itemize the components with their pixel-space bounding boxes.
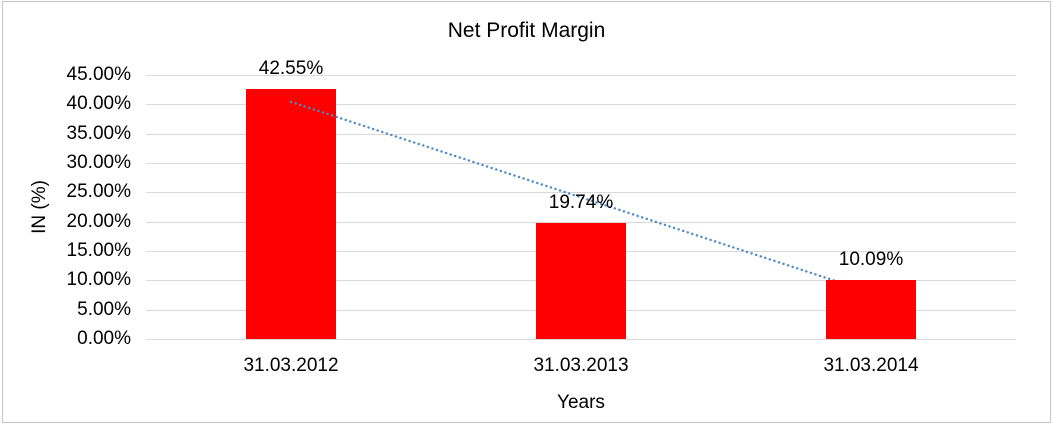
- y-tick-label: 45.00%: [66, 64, 131, 85]
- y-tick-label: 25.00%: [66, 181, 131, 203]
- gridline: [146, 75, 1016, 76]
- gridline: [146, 221, 1016, 223]
- gridline: [146, 339, 1016, 340]
- gridline: [146, 104, 1016, 106]
- plot-area: 42.55% 19.74% 10.09%: [146, 58, 1016, 340]
- y-axis: 45.00% 40.00% 35.00% 30.00% 25.00% 20.00% 15.0…: [3, 64, 131, 349]
- y-tick-label: 20.00%: [66, 210, 131, 232]
- y-tick-label: 5.00%: [77, 298, 131, 320]
- bar-31.03.2012: [246, 89, 336, 339]
- y-tick-label: 30.00%: [66, 152, 131, 173]
- bar-31.03.2014: [826, 279, 916, 339]
- x-tick-label: 31.03.2014: [823, 355, 919, 376]
- bar-data-label: 42.55%: [258, 58, 324, 80]
- bar-data-label: 19.74%: [548, 192, 614, 214]
- x-tick-label: 31.03.2012: [243, 355, 339, 376]
- x-axis-title: Years: [557, 392, 605, 413]
- y-tick-label: 10.00%: [66, 269, 131, 291]
- y-tick-label: 15.00%: [66, 240, 131, 261]
- y-tick-label: 40.00%: [66, 93, 131, 115]
- trendline: [289, 100, 873, 294]
- gridline: [146, 163, 1016, 164]
- gridline: [146, 133, 1016, 135]
- x-tick-label: 31.03.2013: [533, 355, 629, 376]
- gridline: [146, 192, 1016, 194]
- y-tick-label: 35.00%: [66, 122, 131, 144]
- y-tick-label: 0.00%: [77, 328, 131, 349]
- x-axis: 31.03.2012 31.03.2013 31.03.2014: [146, 355, 1016, 379]
- bar-data-label: 10.09%: [838, 248, 904, 270]
- bar-31.03.2013: [536, 223, 626, 339]
- chart-title: Net Profit Margin: [447, 19, 606, 42]
